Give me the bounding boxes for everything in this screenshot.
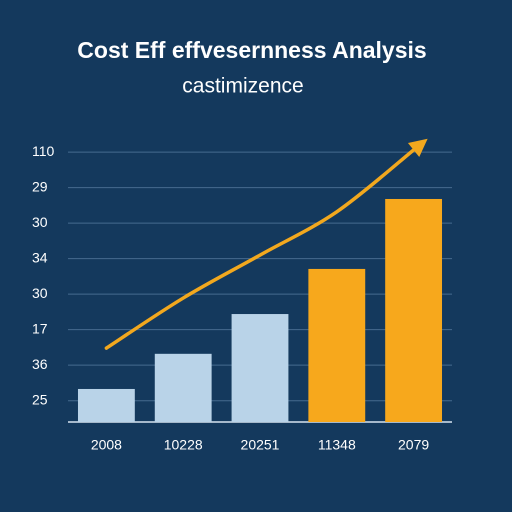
y-tick-label: 17 bbox=[32, 320, 48, 336]
bar bbox=[231, 314, 289, 422]
x-tick-label: 2008 bbox=[91, 437, 122, 453]
y-tick-label: 29 bbox=[32, 178, 48, 194]
x-tick-label: 2079 bbox=[398, 437, 429, 453]
chart-title: Cost Eff effvesernness Analysis bbox=[77, 37, 426, 63]
y-tick-label: 25 bbox=[32, 391, 48, 407]
arrow-head bbox=[407, 138, 428, 157]
x-tick-label: 10228 bbox=[164, 437, 203, 453]
bar bbox=[308, 268, 366, 422]
trend-line bbox=[104, 148, 416, 350]
chart-subtitle: castimizence bbox=[182, 75, 303, 98]
y-tick-label: 34 bbox=[32, 249, 48, 265]
bar bbox=[385, 198, 443, 422]
y-tick-label: 30 bbox=[32, 214, 48, 230]
x-tick-label: 20251 bbox=[241, 437, 280, 453]
bar bbox=[154, 353, 212, 422]
y-tick-label: 36 bbox=[32, 356, 48, 372]
y-tick-label: 110 bbox=[32, 143, 55, 159]
bar bbox=[77, 388, 135, 422]
y-tick-label: 30 bbox=[32, 285, 48, 301]
x-tick-label: 11348 bbox=[318, 437, 356, 453]
